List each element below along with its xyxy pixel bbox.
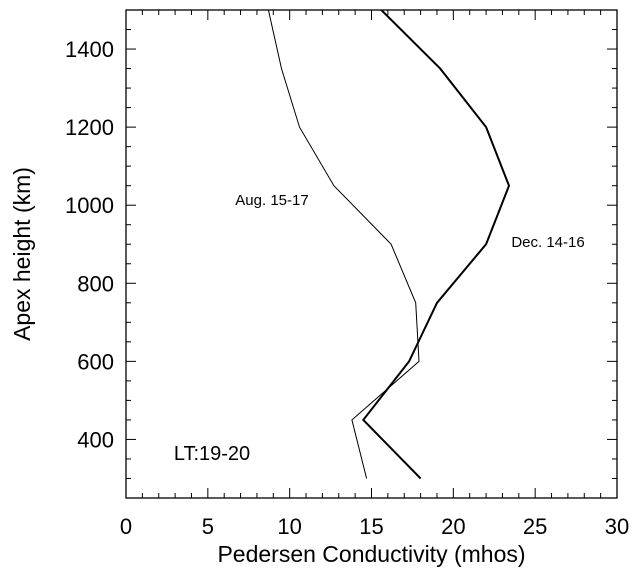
x-tick-label: 0 xyxy=(120,514,132,539)
y-axis-label: Apex height (km) xyxy=(9,167,35,341)
x-tick-label: 25 xyxy=(523,514,547,539)
x-axis-label: Pedersen Conductivity (mhos) xyxy=(217,541,525,567)
series-label-aug: Aug. 15-17 xyxy=(235,192,308,209)
x-tick-label: 10 xyxy=(277,514,301,539)
plot-frame xyxy=(125,9,618,499)
y-tick-label: 400 xyxy=(77,427,114,452)
y-tick-label: 600 xyxy=(77,349,114,374)
x-tick-label: 30 xyxy=(605,514,629,539)
x-tick-label: 15 xyxy=(359,514,383,539)
axis-ticks xyxy=(125,9,618,498)
local-time-label: LT:19-20 xyxy=(174,443,250,465)
series-label-dec: Dec. 14-16 xyxy=(511,234,584,251)
series-line-aug xyxy=(267,10,420,479)
y-tick-label: 800 xyxy=(77,271,114,296)
tick-labels: 0 5 10 15 20 25 30 400 600 800 1000 1200 1400 xyxy=(65,37,629,539)
y-tick-label: 1400 xyxy=(65,37,114,62)
y-tick-label: 1200 xyxy=(65,115,114,140)
x-tick-label: 20 xyxy=(441,514,465,539)
x-tick-label: 5 xyxy=(202,514,214,539)
y-tick-label: 1000 xyxy=(65,193,114,218)
series-layer xyxy=(267,10,511,480)
series-line-dec xyxy=(361,10,511,480)
